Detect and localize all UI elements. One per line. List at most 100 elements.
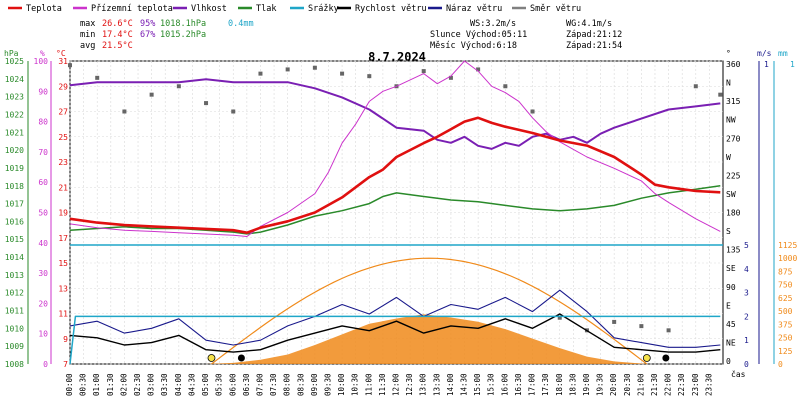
tick-degc: 11 [58,310,68,319]
tick-x: 18:30 [568,373,577,396]
tick-x: 06:00 [228,373,237,396]
tick-dir: SE [726,264,736,273]
tick-pct: 30 [38,269,48,278]
tick-hpa: 1022 [5,110,24,119]
tick-x: 00:00 [65,373,74,396]
tick-x: 12:00 [392,373,401,396]
tick-hpa: 1021 [5,128,24,137]
wind-dir-point [612,319,617,324]
tick-x: 14:30 [460,373,469,396]
tick-degc: 7 [63,360,68,369]
tick-rad: 125 [778,347,793,356]
tick-dir: 360 [726,60,741,69]
sunrise-marker [207,354,216,362]
sunset-marker [642,354,651,362]
tick-rad: 375 [778,320,793,329]
tick-x: 17:00 [528,373,537,396]
tick-dir: 90 [726,283,736,292]
tick-x: 14:00 [446,373,455,396]
legend-label: Náraz větru [446,4,502,14]
tick-degc: 17 [58,234,68,243]
moonset-marker [662,354,670,362]
tick-hpa: 1011 [5,307,24,316]
wind-dir-point [149,92,154,97]
tick-x: 03:30 [160,373,169,396]
stats-block: max 26.6°C 95% 1018.1hPa 0.4mm min 17.4°… [80,19,254,51]
tick-degc: 15 [58,259,68,268]
tick-hpa: 1008 [5,360,24,369]
tick-hpa: 1019 [5,164,24,173]
tick-dir: 270 [726,134,741,143]
tick-hpa: 1018 [5,182,24,191]
grid [69,60,724,365]
tick-x: 23:30 [704,373,713,396]
wind-dir-point [448,75,453,80]
tick-hpa: 1013 [5,271,24,280]
tick-x: 02:30 [133,373,142,396]
tick-rad: 500 [778,307,793,316]
stat-min-temp: 17.4°C [102,30,133,40]
axes: hPa1008100910101011101210131014101510161… [4,49,797,396]
tick-dir: 180 [726,209,741,218]
tick-hpa: 1017 [5,200,24,209]
tick-x: 06:30 [242,373,251,396]
legend: Teplota Přízemní teplota Vlhkost Tlak Srážky… [8,4,581,14]
axis-ms-label: m/s [757,49,772,58]
tick-dir: 0 [726,357,731,366]
tick-hpa: 1023 [5,93,24,102]
tick-hpa: 1025 [5,57,24,66]
tick-x: 11:00 [364,373,373,396]
tick-dir: 135 [726,246,741,255]
tick-x: 22:30 [677,373,686,396]
tick-pct: 60 [38,178,48,187]
series-line-4 [69,315,721,365]
tick-x: 09:30 [323,373,332,396]
stat-max-hum: 95% [140,19,155,29]
tick-x: 00:30 [79,373,88,396]
tick-pct: 50 [38,209,48,218]
tick-x: 08:00 [283,373,292,396]
sun-curve [211,257,648,365]
tick-x: 15:30 [487,373,496,396]
tick-pct: 20 [38,299,48,308]
tick-rad: 250 [778,334,793,343]
wind-dir-point [204,101,209,106]
tick-degc: 21 [58,183,68,192]
tick-x: 10:00 [337,373,346,396]
tick-x: 09:00 [310,373,319,396]
tick-x: 13:30 [432,373,441,396]
radiation-area [206,314,647,364]
tick-rad: 1125 [778,241,797,250]
tick-x: 18:00 [555,373,564,396]
wind-dir-point [476,67,481,72]
stat-min-hum: 67% [140,30,155,40]
wind-dir-point [258,71,263,76]
tick-degc: 19 [58,209,68,218]
stat-avg-label: avg [80,41,95,51]
tick-degc: 13 [58,284,68,293]
tick-hpa: 1015 [5,235,24,244]
tick-hpa: 1009 [5,342,24,351]
stat-min-press: 1015.2hPa [160,30,206,40]
tick-x: 17:30 [541,373,550,396]
tick-x: 12:30 [405,373,414,396]
stat-max-press: 1018.1hPa [160,19,206,29]
chart-title: 8.7.2024 [368,50,426,64]
tick-dir: NE [726,338,736,347]
tick-hpa: 1024 [5,75,24,84]
tick-hpa: 1016 [5,217,24,226]
tick-pct: 90 [38,87,48,96]
wind-dir-point [367,74,372,79]
tick-ms: 0 [744,360,749,369]
wind-dir-point [122,109,127,114]
legend-label: Rychlost větru [355,4,427,14]
info-wg: WG:4.1m/s [566,19,612,29]
tick-degc: 25 [58,133,68,142]
series-line-5 [69,313,721,353]
stat-max-rain: 0.4mm [228,19,254,29]
tick-dir: W [726,153,731,162]
tick-ms: 3 [744,289,749,298]
tick-dir: N [726,79,731,88]
info-sun-set: Západ:21:12 [566,30,622,40]
